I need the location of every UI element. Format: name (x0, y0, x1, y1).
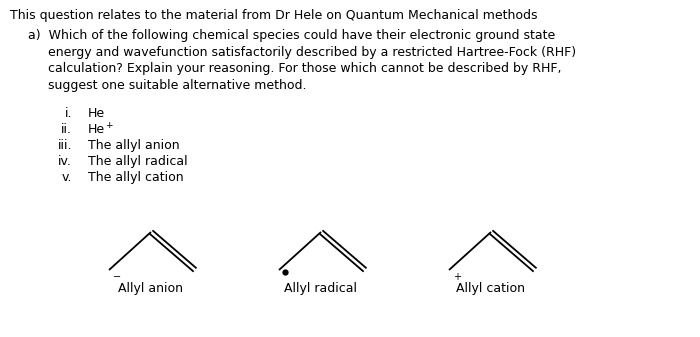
Text: −: − (113, 272, 121, 282)
Text: +: + (106, 121, 113, 129)
Text: iv.: iv. (58, 155, 72, 168)
Text: energy and wavefunction satisfactorily described by a restricted Hartree-Fock (R: energy and wavefunction satisfactorily d… (28, 45, 576, 59)
Text: He: He (88, 107, 105, 120)
Text: ii.: ii. (61, 123, 72, 136)
Text: This question relates to the material from Dr Hele on Quantum Mechanical methods: This question relates to the material fr… (10, 9, 538, 22)
Text: He: He (88, 123, 105, 136)
Text: The allyl anion: The allyl anion (88, 139, 180, 152)
Text: The allyl radical: The allyl radical (88, 155, 188, 168)
Text: Allyl radical: Allyl radical (284, 282, 358, 295)
Text: Allyl anion: Allyl anion (118, 282, 183, 295)
Text: calculation? Explain your reasoning. For those which cannot be described by RHF,: calculation? Explain your reasoning. For… (28, 62, 561, 75)
Text: suggest one suitable alternative method.: suggest one suitable alternative method. (28, 79, 307, 92)
Text: +: + (453, 272, 461, 282)
Text: Allyl cation: Allyl cation (456, 282, 526, 295)
Text: a)  Which of the following chemical species could have their electronic ground s: a) Which of the following chemical speci… (28, 29, 555, 42)
Text: i.: i. (64, 107, 72, 120)
Text: The allyl cation: The allyl cation (88, 171, 183, 184)
Text: v.: v. (62, 171, 72, 184)
Text: iii.: iii. (57, 139, 72, 152)
